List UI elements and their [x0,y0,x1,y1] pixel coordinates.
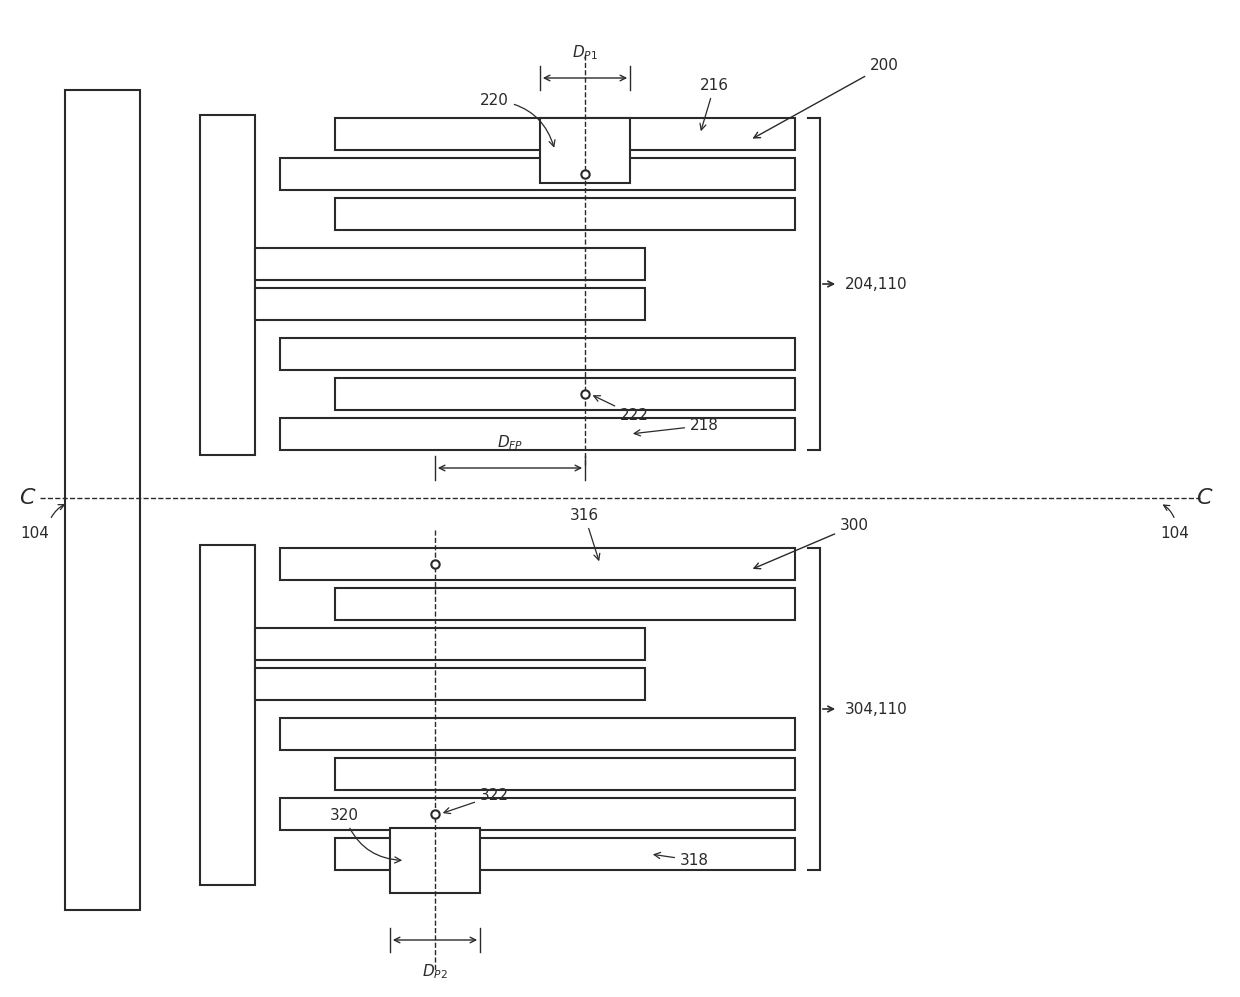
Bar [64,90,140,910]
Bar [335,588,795,620]
Bar [335,118,795,150]
Bar [280,798,795,830]
Bar [280,548,795,580]
Text: $D_{P1}$: $D_{P1}$ [572,43,598,62]
Bar [280,158,795,190]
Text: $\mathit{C}$: $\mathit{C}$ [20,487,37,509]
Bar [335,198,795,230]
Bar [280,718,795,750]
Bar [335,378,795,410]
Bar [200,115,255,455]
Text: 322: 322 [444,788,508,814]
Text: $D_{FP}$: $D_{FP}$ [497,434,523,452]
Text: $\mathit{C}$: $\mathit{C}$ [1197,487,1214,509]
Bar [539,118,630,183]
Text: 204,110: 204,110 [844,276,908,291]
Bar [255,628,645,660]
Text: 104: 104 [21,526,50,541]
Text: 218: 218 [634,418,719,436]
Text: $D_{P2}$: $D_{P2}$ [422,962,448,981]
Bar [280,338,795,370]
Text: 222: 222 [594,396,649,423]
Bar [391,828,480,893]
Bar [335,758,795,790]
Text: 320: 320 [330,808,401,863]
Text: 300: 300 [754,518,869,568]
Text: 216: 216 [701,78,729,130]
Text: 220: 220 [480,93,556,147]
Text: 104: 104 [1161,526,1189,541]
Bar [200,545,255,885]
Bar [335,838,795,870]
Bar [280,418,795,450]
Text: 316: 316 [570,508,600,560]
Text: 304,110: 304,110 [844,702,908,717]
Text: 318: 318 [655,852,709,868]
Text: 200: 200 [754,58,899,138]
Bar [255,288,645,320]
Bar [255,668,645,700]
Bar [255,248,645,280]
